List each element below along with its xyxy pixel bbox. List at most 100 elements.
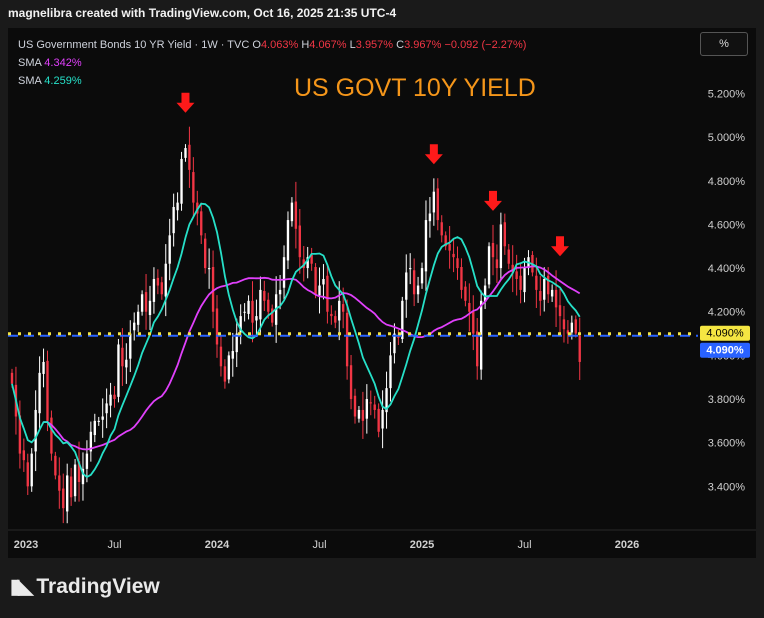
candle-body — [259, 289, 262, 320]
candle-body — [424, 220, 428, 272]
x-tick-label: 2026 — [615, 539, 639, 551]
candle-body — [69, 476, 73, 498]
candle-body — [85, 453, 89, 469]
x-tick-label: Jul — [312, 539, 326, 551]
candle-body — [511, 264, 514, 273]
close-label: C — [396, 39, 405, 51]
candle-body — [377, 408, 380, 432]
last-price-text: 4.090% — [706, 328, 744, 340]
candle-body — [255, 316, 258, 321]
candle-body — [519, 275, 522, 290]
sma-fast-label: SMA — [18, 75, 42, 87]
candle-body — [381, 409, 384, 429]
candle-body — [81, 468, 85, 485]
candle-body — [574, 319, 577, 334]
symbol-description[interactable]: US Government Bonds 10 YR Yield · 1W · T… — [18, 39, 250, 51]
candle-body — [495, 259, 499, 269]
candle-body — [121, 347, 124, 367]
candle-body — [243, 311, 246, 313]
candle-body — [42, 361, 45, 374]
candle-body — [499, 224, 503, 269]
candle-body — [298, 225, 301, 258]
candle-body — [539, 291, 542, 301]
candle-body — [353, 395, 357, 417]
candle-body — [215, 308, 219, 345]
candle-body — [338, 300, 341, 321]
candle-body — [172, 206, 175, 234]
tradingview-logo: ▮◣ TradingView — [10, 574, 160, 599]
candle-body — [349, 365, 353, 400]
candle-body — [278, 289, 282, 295]
candle-body — [239, 316, 242, 333]
candle-body — [231, 351, 234, 359]
candle-body — [263, 291, 266, 301]
candle-body — [330, 313, 333, 317]
candle-body — [54, 455, 57, 476]
candle-body — [192, 172, 195, 203]
candle-body — [310, 254, 313, 264]
price-chart[interactable]: 3.400%3.600%3.800%4.000%4.200%4.400%4.60… — [8, 28, 756, 558]
peak-arrow-icon — [551, 236, 570, 257]
candle-body — [401, 300, 404, 340]
candle-body — [140, 294, 144, 312]
candle-body — [46, 360, 49, 421]
candle-body — [468, 303, 471, 312]
y-tick-label: 4.600% — [708, 219, 746, 231]
chart-legend: US Government Bonds 10 YR Yield · 1W · T… — [18, 36, 526, 90]
candle-body — [125, 359, 128, 368]
sma-slow-label: SMA — [18, 57, 42, 69]
candle-body — [30, 453, 33, 487]
candle-body — [345, 312, 349, 367]
low-label: L — [349, 39, 356, 51]
candle-body — [361, 409, 365, 421]
candle-body — [152, 279, 156, 302]
level-price-tag — [700, 342, 750, 358]
candle-body — [543, 279, 546, 300]
candle-body — [180, 158, 183, 204]
open-value: 4.063% — [260, 39, 299, 51]
sma-fast-row[interactable]: SMA 4.259% — [18, 72, 526, 90]
candle-body — [409, 268, 412, 270]
candle-body — [357, 409, 361, 419]
candle-body — [204, 238, 207, 269]
candle-body — [188, 144, 191, 170]
candle-body — [562, 319, 566, 330]
price-scale — [698, 28, 756, 558]
close-value: 3.967% — [404, 39, 442, 51]
percent-scale-button[interactable]: % — [700, 32, 748, 56]
candle-body — [318, 285, 321, 296]
candle-body — [129, 333, 132, 359]
peak-arrow-icon — [483, 190, 502, 211]
candle-body — [558, 305, 562, 317]
peak-arrow-icon — [176, 92, 195, 113]
candle-body — [428, 213, 432, 222]
candle-body — [322, 279, 325, 285]
candle-body — [176, 202, 179, 211]
candle-body — [483, 285, 487, 302]
candle-body — [341, 304, 345, 312]
candle-body — [34, 409, 37, 452]
y-tick-label: 5.200% — [708, 88, 746, 100]
y-tick-label: 3.400% — [708, 481, 746, 493]
candle-body — [235, 333, 238, 353]
candle-body — [117, 344, 120, 397]
y-tick-label: 4.400% — [708, 263, 746, 275]
candle-body — [416, 285, 420, 295]
candle-body — [38, 372, 41, 414]
change-value: −0.092 (−2.27%) — [444, 39, 527, 51]
candle-body — [22, 450, 26, 461]
sma-slow-line — [43, 265, 581, 451]
candle-body — [200, 211, 203, 236]
candle-body — [412, 270, 416, 295]
chart-frame[interactable] — [8, 28, 756, 558]
candle-body — [164, 263, 167, 297]
sma-slow-row[interactable]: SMA 4.342% — [18, 54, 526, 72]
candle-body — [251, 300, 254, 323]
x-tick-label: Jul — [107, 539, 121, 551]
candle-body — [507, 249, 510, 264]
x-tick-label: 2025 — [410, 539, 434, 551]
candle-body — [554, 289, 558, 308]
y-tick-label: 3.800% — [708, 394, 746, 406]
ohlc-row: US Government Bonds 10 YR Yield · 1W · T… — [18, 36, 526, 54]
candle-body — [464, 286, 467, 301]
